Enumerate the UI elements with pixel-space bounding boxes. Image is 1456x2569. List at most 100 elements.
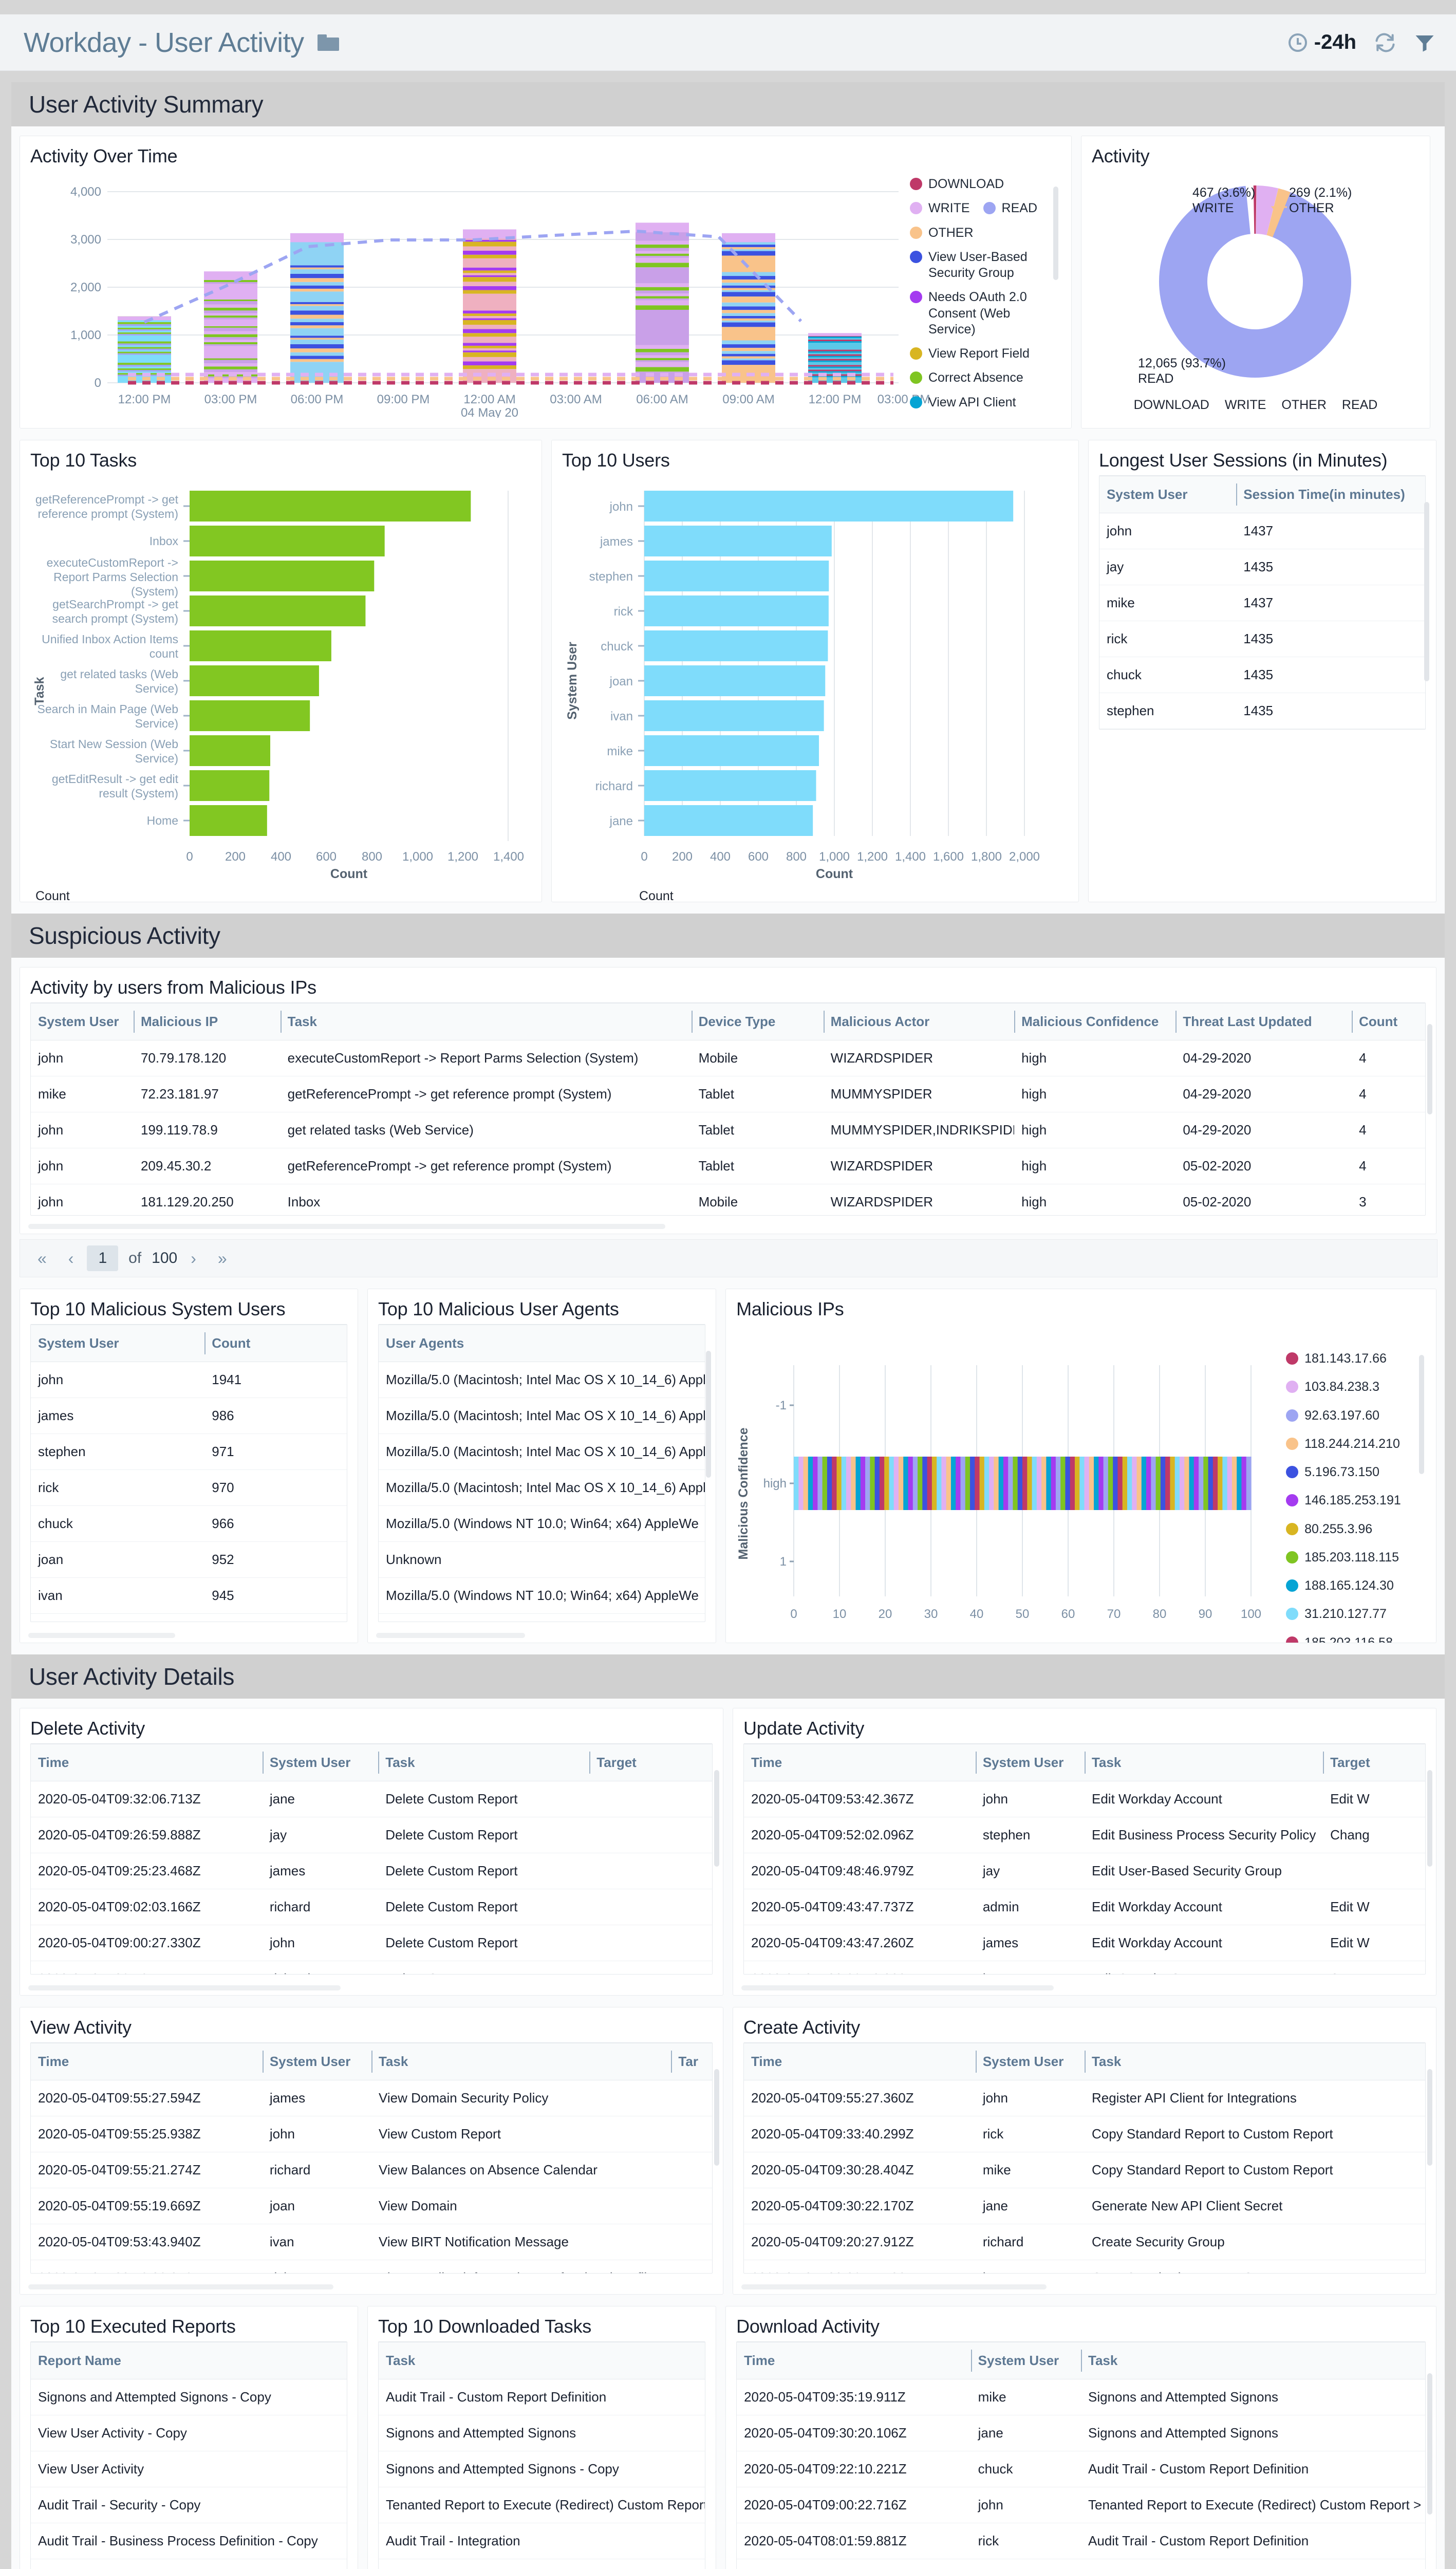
table-row[interactable]: 2020-05-04T09:25:23.468Z james Delete Cust… [31,1853,712,1889]
table-row[interactable]: 2020-05-04T09:55:27.360Z john Register API… [744,2080,1425,2116]
column-header[interactable]: Target [589,1744,712,1781]
malicious-ip-vscrollbar[interactable] [1426,1024,1434,1220]
last-page-button[interactable]: » [217,1249,227,1268]
activity-over-time-chart[interactable]: 4,000 3,000 2,000 1,000 0 [30,171,1061,420]
table-row[interactable]: Audit Trail - Custom Report Definition [379,2379,705,2415]
table-row[interactable]: mike 72.23.181.97 getReferencePrompt -> ge… [31,1076,1425,1112]
table-row[interactable]: 2020-05-04T09:55:19.669Z joan View Domain [31,2188,712,2224]
table-row[interactable]: 2020-05-04T09:43:47.737Z admin Edit Workda… [744,1889,1425,1925]
table-row[interactable]: 2020-05-04T09:55:25.938Z john View Custom … [31,2116,712,2152]
table-row[interactable]: Mozilla/5.0 (Windows NT 10.0; Win64; x64… [379,1505,705,1542]
table-row[interactable]: 2020-05-04T07:18:51.700ZjohnSignons and … [737,2559,1425,2569]
table-row[interactable]: mike 1437 [1099,585,1426,621]
table-row[interactable]: 2020-05-04T09:53:43.940Z ivan View BIRT No… [31,2224,712,2260]
malicious-ips-chart[interactable]: Malicious Confidence -1 high 1 [736,1324,1426,1643]
column-header[interactable]: Tar [671,2043,712,2080]
table-row[interactable]: Tenanted Report to Execute (Redirect) Cu… [379,2487,705,2523]
top-malicious-users-hscrollbar[interactable] [28,1631,347,1640]
table-row[interactable]: rick 970 [31,1469,347,1506]
activity-donut-chart[interactable]: 467 (3.6%) WRITE 269 (2.1%) OTHER 12,065… [1092,171,1420,413]
column-header[interactable]: System User [262,2043,371,2080]
next-page-button[interactable]: › [191,1249,196,1268]
table-row[interactable]: Mozilla/5.0 (Macintosh; Intel Mac OS X 1… [379,1434,705,1470]
table-row[interactable]: jay 1435 [1099,549,1426,585]
malicious-ip-hscrollbar[interactable] [28,1222,1413,1231]
table-row[interactable]: john 209.45.30.2 getReferencePrompt -> get… [31,1148,1425,1184]
table-row[interactable]: Security History - Copy [31,2559,347,2569]
filter-icon[interactable] [1414,32,1435,53]
table-row[interactable]: stephen 971 [31,1434,347,1470]
column-header[interactable]: System User [31,1325,205,1362]
column-header[interactable]: Task [378,1744,590,1781]
column-header[interactable]: System User [975,1744,1085,1781]
update-activity-vscrollbar[interactable] [1426,1770,1434,1980]
table-row[interactable]: Mozilla/5.0 (Windows NT 10.0; Win64; x64… [379,1577,705,1614]
table-row[interactable]: View User Activity [31,2451,347,2487]
column-header[interactable]: Report Name [31,2342,347,2379]
legend-scrollbar[interactable] [1052,187,1060,389]
column-header[interactable]: Task [1084,1744,1323,1781]
column-header[interactable]: Count [1352,1003,1425,1040]
table-row[interactable]: john 1941 [31,1362,347,1398]
table-row[interactable]: View User Activity - Copy [31,2415,347,2451]
column-header[interactable]: Time [31,1744,263,1781]
table-row[interactable]: 2020-05-04T09:08:44.596ZjaneCopy Standar… [744,2260,1425,2273]
update-activity-hscrollbar[interactable] [741,1984,1421,1992]
column-header[interactable]: System User [31,1003,134,1040]
column-header[interactable]: Task [379,2342,705,2379]
table-row[interactable]: john 181.129.20.250 Inbox Mobile WIZARDSPIDE… [31,1184,1425,1215]
table-row[interactable]: Signons and Attempted Signons - Copy [379,2451,705,2487]
top-users-chart[interactable]: System User john james stephen rick chuck joa… [562,475,1068,902]
table-row[interactable]: 2020-05-04T09:43:47.260Z james Edit Workda… [744,1925,1425,1961]
folder-icon[interactable] [317,34,339,51]
create-activity-hscrollbar[interactable] [741,2283,1405,2291]
table-row[interactable]: Unknown [379,1541,705,1578]
column-header[interactable]: Count [204,1325,347,1362]
table-row[interactable]: Audit Trail - Integration [379,2523,705,2559]
top-tasks-chart[interactable]: Task getReferencePrompt -> get reference … [30,475,531,902]
table-row[interactable]: Signons and Attempted Signons [379,2415,705,2451]
table-row[interactable]: 2020-05-04T09:30:22.170Z jane Generate New… [744,2188,1425,2224]
table-row[interactable]: 2020-05-04T09:22:10.221Z chuck Audit Trail… [737,2451,1425,2487]
table-row[interactable]: 2020-05-04T09:02:03.166Z richard Delete Cu… [31,1889,712,1925]
create-activity-vscrollbar[interactable] [1426,2069,1434,2279]
table-row[interactable]: joan 952 [31,1541,347,1578]
table-row[interactable]: john 199.119.78.9 get related tasks (Web S… [31,1112,1425,1148]
table-row[interactable]: chuck 966 [31,1505,347,1542]
column-header[interactable]: System User [975,2043,1085,2080]
table-row[interactable]: 2020-05-04T09:33:40.299Z rick Copy Standar… [744,2116,1425,2152]
table-row[interactable]: 2020-05-04T09:52:03.953ZrickView Feedbac… [31,2260,712,2273]
table-row[interactable]: john 1437 [1099,513,1426,549]
view-activity-vscrollbar[interactable] [713,2069,721,2279]
column-header[interactable]: Target [1323,1744,1425,1781]
table-row[interactable]: 2020-05-04T09:48:46.979Z jay Edit User-Bas… [744,1853,1425,1889]
current-page-input[interactable]: 1 [87,1245,119,1271]
column-header[interactable]: Malicious Actor [823,1003,1015,1040]
table-row[interactable]: 2020-05-04T09:55:21.274Z richard View Bala… [31,2152,712,2188]
download-activity-vscrollbar[interactable] [1426,2373,1434,2569]
table-row[interactable]: rick 1435 [1099,621,1426,657]
table-row[interactable]: john 70.79.178.120 executeCustomReport -> … [31,1040,1425,1076]
table-row[interactable]: mike919 [31,1613,347,1622]
column-header[interactable]: User Agents [379,1325,705,1362]
table-row[interactable]: 2020-05-04T09:30:20.106Z jane Signons and … [737,2415,1425,2451]
column-header[interactable]: Time [31,2043,263,2080]
table-row[interactable]: 2020-05-04T09:32:06.713Z jane Delete Custo… [31,1781,712,1817]
table-row[interactable]: Mozilla/5.0 (Macintosh; Intel Mac OS X 1… [379,1469,705,1506]
column-header[interactable]: Task [1081,2342,1425,2379]
delete-activity-vscrollbar[interactable] [713,1770,721,1980]
column-header[interactable]: Malicious Confidence [1014,1003,1176,1040]
first-page-button[interactable]: « [38,1249,47,1268]
delete-activity-hscrollbar[interactable] [28,1984,707,1992]
table-row[interactable]: Audit Trail - Business Process Definitio… [31,2523,347,2559]
table-row[interactable]: Audit Trail - Security - Copy [31,2487,347,2523]
table-row[interactable]: Signons and Attempted Signons - Copy [31,2379,347,2415]
table-row[interactable]: 2020-05-04T08:13:41.155ZrichardDelete Cu… [31,1961,712,1974]
column-header[interactable]: System User [262,1744,379,1781]
table-row[interactable]: 2020-05-04T09:26:59.888Z jay Delete Custom… [31,1817,712,1853]
table-row[interactable]: Mozilla/5.0 (Macintosh; Intel Mac OS X 1… [379,1398,705,1434]
column-header[interactable]: System User [1099,476,1237,513]
refresh-icon[interactable] [1374,31,1396,54]
column-header[interactable]: Time [744,1744,976,1781]
table-row[interactable]: ivan 945 [31,1577,347,1614]
